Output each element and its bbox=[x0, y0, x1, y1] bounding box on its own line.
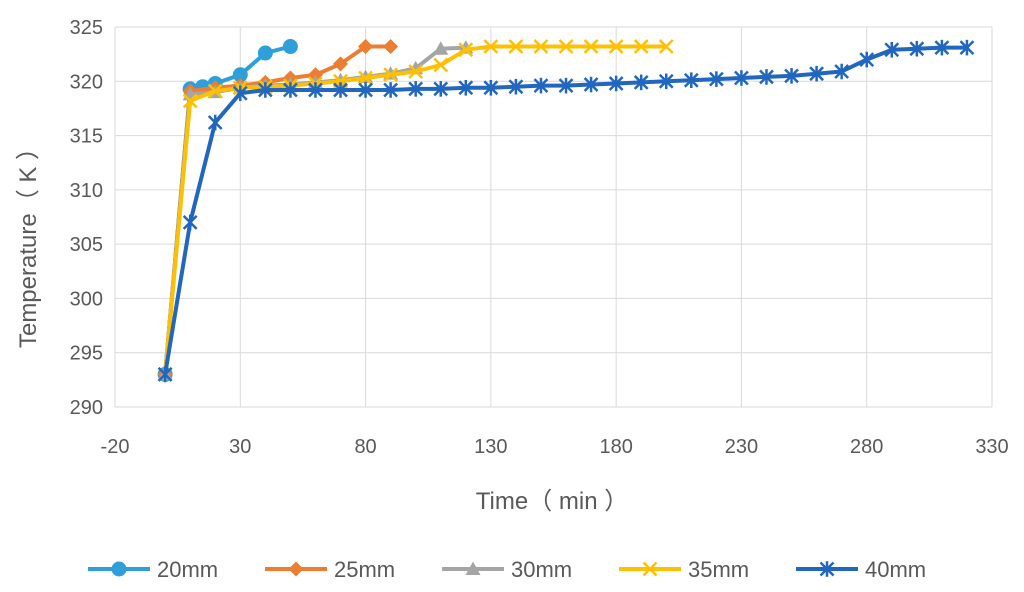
data-point-20mm bbox=[232, 67, 248, 83]
y-tick-label: 320 bbox=[70, 71, 103, 93]
data-point-35mm bbox=[182, 93, 198, 109]
data-point-40mm bbox=[708, 71, 724, 87]
x-tick-label: 80 bbox=[354, 436, 376, 458]
data-point-40mm bbox=[884, 42, 900, 58]
data-point-40mm bbox=[583, 76, 599, 93]
y-tick-label: 305 bbox=[70, 234, 103, 256]
x-axis-title: Time（ min ） bbox=[476, 488, 628, 515]
data-point-35mm bbox=[383, 67, 399, 83]
data-point-35mm bbox=[458, 42, 474, 58]
x-tick-label: 180 bbox=[599, 436, 632, 458]
x-tick-label: -20 bbox=[101, 436, 130, 458]
data-point-35mm bbox=[358, 70, 373, 86]
data-point-40mm bbox=[358, 82, 373, 98]
legend: 20mm 25mm 30mm 35mm 40mm bbox=[88, 557, 926, 582]
legend-marker bbox=[642, 561, 658, 577]
y-tick-label: 325 bbox=[70, 17, 103, 39]
data-point-35mm bbox=[558, 39, 574, 54]
data-point-40mm bbox=[533, 77, 549, 94]
data-point-20mm bbox=[282, 39, 298, 55]
x-tick-label: 30 bbox=[229, 436, 251, 458]
data-point-40mm bbox=[859, 51, 875, 68]
data-point-40mm bbox=[734, 70, 749, 86]
data-point-40mm bbox=[909, 40, 925, 57]
data-point-40mm bbox=[483, 80, 499, 96]
y-tick-label: 315 bbox=[70, 126, 103, 148]
data-point-35mm bbox=[608, 39, 624, 54]
data-point-35mm bbox=[408, 64, 424, 79]
data-point-40mm bbox=[683, 72, 699, 88]
data-point-35mm bbox=[508, 39, 524, 54]
data-point-40mm bbox=[383, 82, 399, 98]
data-point-40mm bbox=[157, 366, 173, 383]
data-point-35mm bbox=[533, 39, 549, 54]
data-point-35mm bbox=[483, 39, 499, 54]
legend-label: 35mm bbox=[688, 557, 749, 582]
data-point-40mm bbox=[308, 82, 323, 98]
legend-marker bbox=[819, 561, 835, 577]
y-axis-tick-labels: 290 295 300 305 310 315 320 325 bbox=[70, 17, 103, 419]
data-point-35mm bbox=[658, 39, 674, 54]
data-point-25mm bbox=[333, 56, 349, 72]
y-tick-label: 290 bbox=[70, 397, 103, 419]
data-point-40mm bbox=[934, 39, 950, 56]
data-point-25mm bbox=[383, 39, 399, 55]
data-point-35mm bbox=[633, 39, 649, 54]
x-tick-label: 130 bbox=[474, 436, 507, 458]
data-point-40mm bbox=[784, 68, 799, 84]
data-point-25mm bbox=[358, 39, 374, 55]
y-axis-title: Temperature（ K ） bbox=[15, 136, 42, 348]
y-tick-label: 295 bbox=[70, 343, 103, 365]
data-point-40mm bbox=[759, 69, 774, 85]
data-point-40mm bbox=[232, 85, 248, 102]
legend-item-20mm: 20mm bbox=[88, 557, 218, 582]
legend-label: 25mm bbox=[334, 557, 395, 582]
legend-marker bbox=[111, 561, 127, 577]
data-point-40mm bbox=[257, 82, 273, 98]
series-line-25mm bbox=[163, 44, 393, 377]
data-point-35mm bbox=[207, 83, 223, 99]
legend-marker bbox=[465, 561, 481, 575]
legend-label: 40mm bbox=[865, 557, 926, 582]
series-layer bbox=[157, 39, 975, 383]
x-tick-label: 330 bbox=[975, 436, 1008, 458]
data-point-40mm bbox=[608, 75, 624, 92]
data-point-40mm bbox=[809, 65, 824, 82]
legend-label: 30mm bbox=[511, 557, 572, 582]
series-40mm bbox=[157, 39, 975, 383]
data-point-40mm bbox=[333, 82, 348, 98]
x-axis-tick-labels: -20 30 80 130 180 230 280 330 bbox=[101, 436, 1009, 458]
data-point-40mm bbox=[458, 80, 474, 96]
data-point-40mm bbox=[408, 81, 424, 97]
legend-item-30mm: 30mm bbox=[442, 557, 572, 582]
data-point-40mm bbox=[558, 77, 574, 94]
data-point-35mm bbox=[433, 57, 449, 73]
data-point-40mm bbox=[633, 74, 649, 91]
data-point-40mm bbox=[959, 39, 975, 56]
data-point-40mm bbox=[658, 73, 674, 90]
legend-item-40mm: 40mm bbox=[796, 557, 926, 582]
legend-item-35mm: 35mm bbox=[619, 557, 749, 582]
x-tick-label: 280 bbox=[850, 436, 883, 458]
legend-marker bbox=[288, 561, 304, 577]
data-point-40mm bbox=[182, 214, 198, 231]
data-point-20mm bbox=[257, 45, 273, 61]
y-tick-label: 310 bbox=[70, 180, 103, 202]
data-point-30mm bbox=[433, 41, 449, 55]
data-point-40mm bbox=[433, 81, 449, 97]
data-point-40mm bbox=[283, 82, 298, 98]
y-tick-label: 300 bbox=[70, 288, 103, 310]
legend-item-25mm: 25mm bbox=[265, 557, 395, 582]
data-point-35mm bbox=[583, 39, 599, 54]
data-point-40mm bbox=[207, 114, 223, 131]
data-point-40mm bbox=[508, 78, 524, 95]
x-tick-label: 230 bbox=[725, 436, 758, 458]
data-point-40mm bbox=[834, 63, 850, 80]
legend-label: 20mm bbox=[157, 557, 218, 582]
